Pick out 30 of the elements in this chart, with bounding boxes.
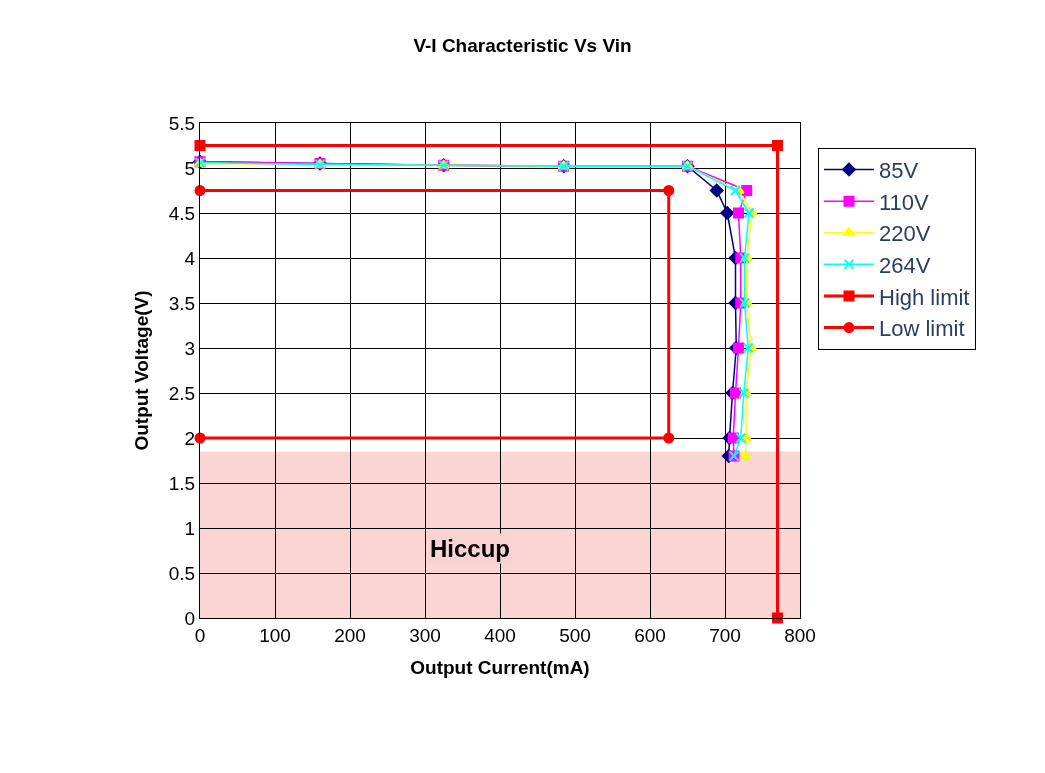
legend-label: 110V (879, 189, 930, 215)
x-axis-title: Output Current(mA) (410, 656, 590, 678)
x-tick-label: 600 (634, 624, 666, 646)
x-tick-label: 500 (559, 624, 591, 646)
y-tick-label: 0 (184, 607, 196, 629)
x-tick-label: 300 (409, 624, 441, 646)
y-tick-label: 4.5 (168, 202, 196, 224)
y-tick-label: 2 (184, 427, 196, 449)
y-tick-label: 3 (184, 337, 196, 359)
legend-label: Low limit (879, 316, 965, 342)
x-tick-label: 100 (259, 624, 291, 646)
chart-title: V-I Characteristic Vs Vin (413, 34, 632, 56)
legend-label: 264V (879, 252, 931, 278)
legend-label: High limit (879, 284, 970, 310)
y-tick-label: 2.5 (168, 382, 196, 404)
y-tick-label: 5 (184, 157, 196, 179)
band-label: Hiccup (430, 535, 511, 562)
y-tick-label: 5.5 (168, 112, 196, 134)
y-tick-label: 1.5 (168, 472, 196, 494)
y-tick-label: 0.5 (168, 562, 196, 584)
y-axis-title: Output Voltage(V) (130, 290, 152, 451)
y-tick-label: 1 (184, 517, 196, 539)
x-tick-label: 400 (484, 624, 516, 646)
x-tick-label: 200 (334, 624, 366, 646)
x-tick-label: 800 (784, 624, 816, 646)
legend-label: 220V (879, 221, 931, 247)
y-tick-label: 3.5 (168, 292, 196, 314)
y-tick-label: 4 (184, 247, 196, 269)
x-tick-label: 700 (709, 624, 741, 646)
legend-label: 85V (879, 158, 919, 184)
